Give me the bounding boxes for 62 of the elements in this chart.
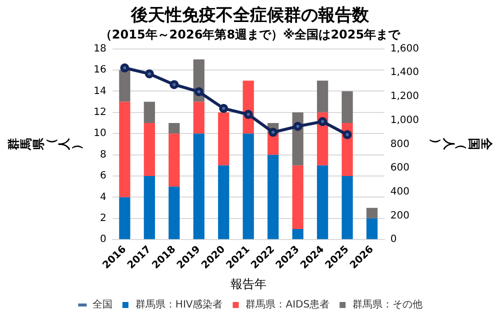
- bar: [144, 176, 155, 240]
- y2-tick-label: 800: [390, 138, 410, 150]
- bar: [268, 154, 279, 240]
- y2-tick-label: 600: [390, 162, 410, 174]
- bar: [119, 197, 130, 240]
- y-tick-label: 4: [100, 192, 106, 203]
- y2-tick-label: 1,200: [390, 91, 420, 102]
- bar: [193, 102, 204, 134]
- point: [342, 130, 352, 140]
- chart-title: 後天性免疫不全症候群の報告数: [130, 6, 370, 26]
- point: [120, 63, 130, 72]
- bar: [168, 134, 180, 187]
- y2-tick-label: 200: [390, 210, 410, 222]
- bar: [168, 186, 180, 240]
- legend-label: 群馬県：AIDS患者: [246, 298, 330, 311]
- point: [170, 80, 179, 90]
- y-tick-label: 10: [94, 128, 106, 140]
- bar: [119, 70, 130, 102]
- point: [219, 104, 228, 113]
- bar: [218, 112, 230, 166]
- bar: [268, 134, 279, 155]
- x-axis-title: 報告年: [230, 276, 266, 291]
- y-tick-label: 14: [94, 86, 106, 97]
- y-tick-label: 18: [94, 43, 106, 54]
- y-tick-label: 12: [94, 107, 106, 118]
- point: [194, 87, 204, 96]
- chart-subtitle: （2015年～2026年第8週まで）※全国は2025年まで: [100, 28, 402, 42]
- bar: [242, 134, 254, 240]
- bar: [168, 123, 180, 134]
- bar: [366, 218, 378, 240]
- y-tick-label: 0: [100, 234, 106, 246]
- bar: [193, 134, 204, 240]
- legend-label: 全国: [92, 298, 112, 311]
- point: [318, 117, 328, 126]
- y-tick-label: 6: [100, 170, 106, 182]
- y-tick-label: 2: [100, 213, 106, 224]
- point: [244, 110, 253, 119]
- y2-tick-label: 1,600: [390, 43, 420, 54]
- y2-tick-label: 1,000: [390, 114, 420, 126]
- legend-label: 群馬県：HIV感染者: [135, 298, 223, 311]
- y-axis-title: 群馬県（人）: [6, 137, 84, 152]
- bar: [342, 176, 353, 240]
- point: [144, 69, 154, 78]
- y2-axis-title: 全国（人）: [429, 137, 494, 152]
- bar: [316, 165, 328, 240]
- y-tick-label: 16: [94, 64, 106, 76]
- y-tick-label: 8: [100, 149, 106, 160]
- y2-tick-label: 400: [390, 186, 410, 198]
- legend-label: 群馬県：その他: [352, 298, 423, 311]
- bar: [342, 91, 353, 124]
- bar: [218, 165, 230, 240]
- bar: [119, 102, 130, 198]
- y2-tick-label: 0: [390, 234, 397, 246]
- bar: [144, 123, 155, 176]
- bar: [292, 165, 304, 230]
- bar: [316, 80, 328, 112]
- bar: [292, 229, 304, 240]
- point: [293, 122, 302, 131]
- y2-tick-label: 1,400: [390, 67, 420, 78]
- bar: [366, 208, 378, 218]
- point: [268, 128, 278, 137]
- bar: [144, 102, 155, 124]
